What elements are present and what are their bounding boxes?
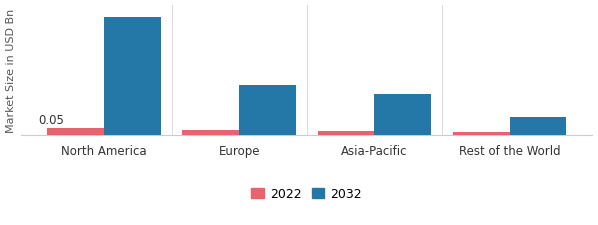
- Bar: [104, 18, 161, 135]
- Bar: [239, 86, 296, 135]
- Bar: [182, 130, 239, 135]
- Bar: [509, 118, 566, 135]
- Bar: [318, 131, 374, 135]
- Y-axis label: Market Size in USD Bn: Market Size in USD Bn: [5, 8, 16, 132]
- Bar: [374, 94, 431, 135]
- Legend: 2022, 2032: 2022, 2032: [246, 182, 367, 205]
- Bar: [47, 129, 104, 135]
- Bar: [453, 133, 509, 135]
- Text: 0.05: 0.05: [38, 114, 64, 126]
